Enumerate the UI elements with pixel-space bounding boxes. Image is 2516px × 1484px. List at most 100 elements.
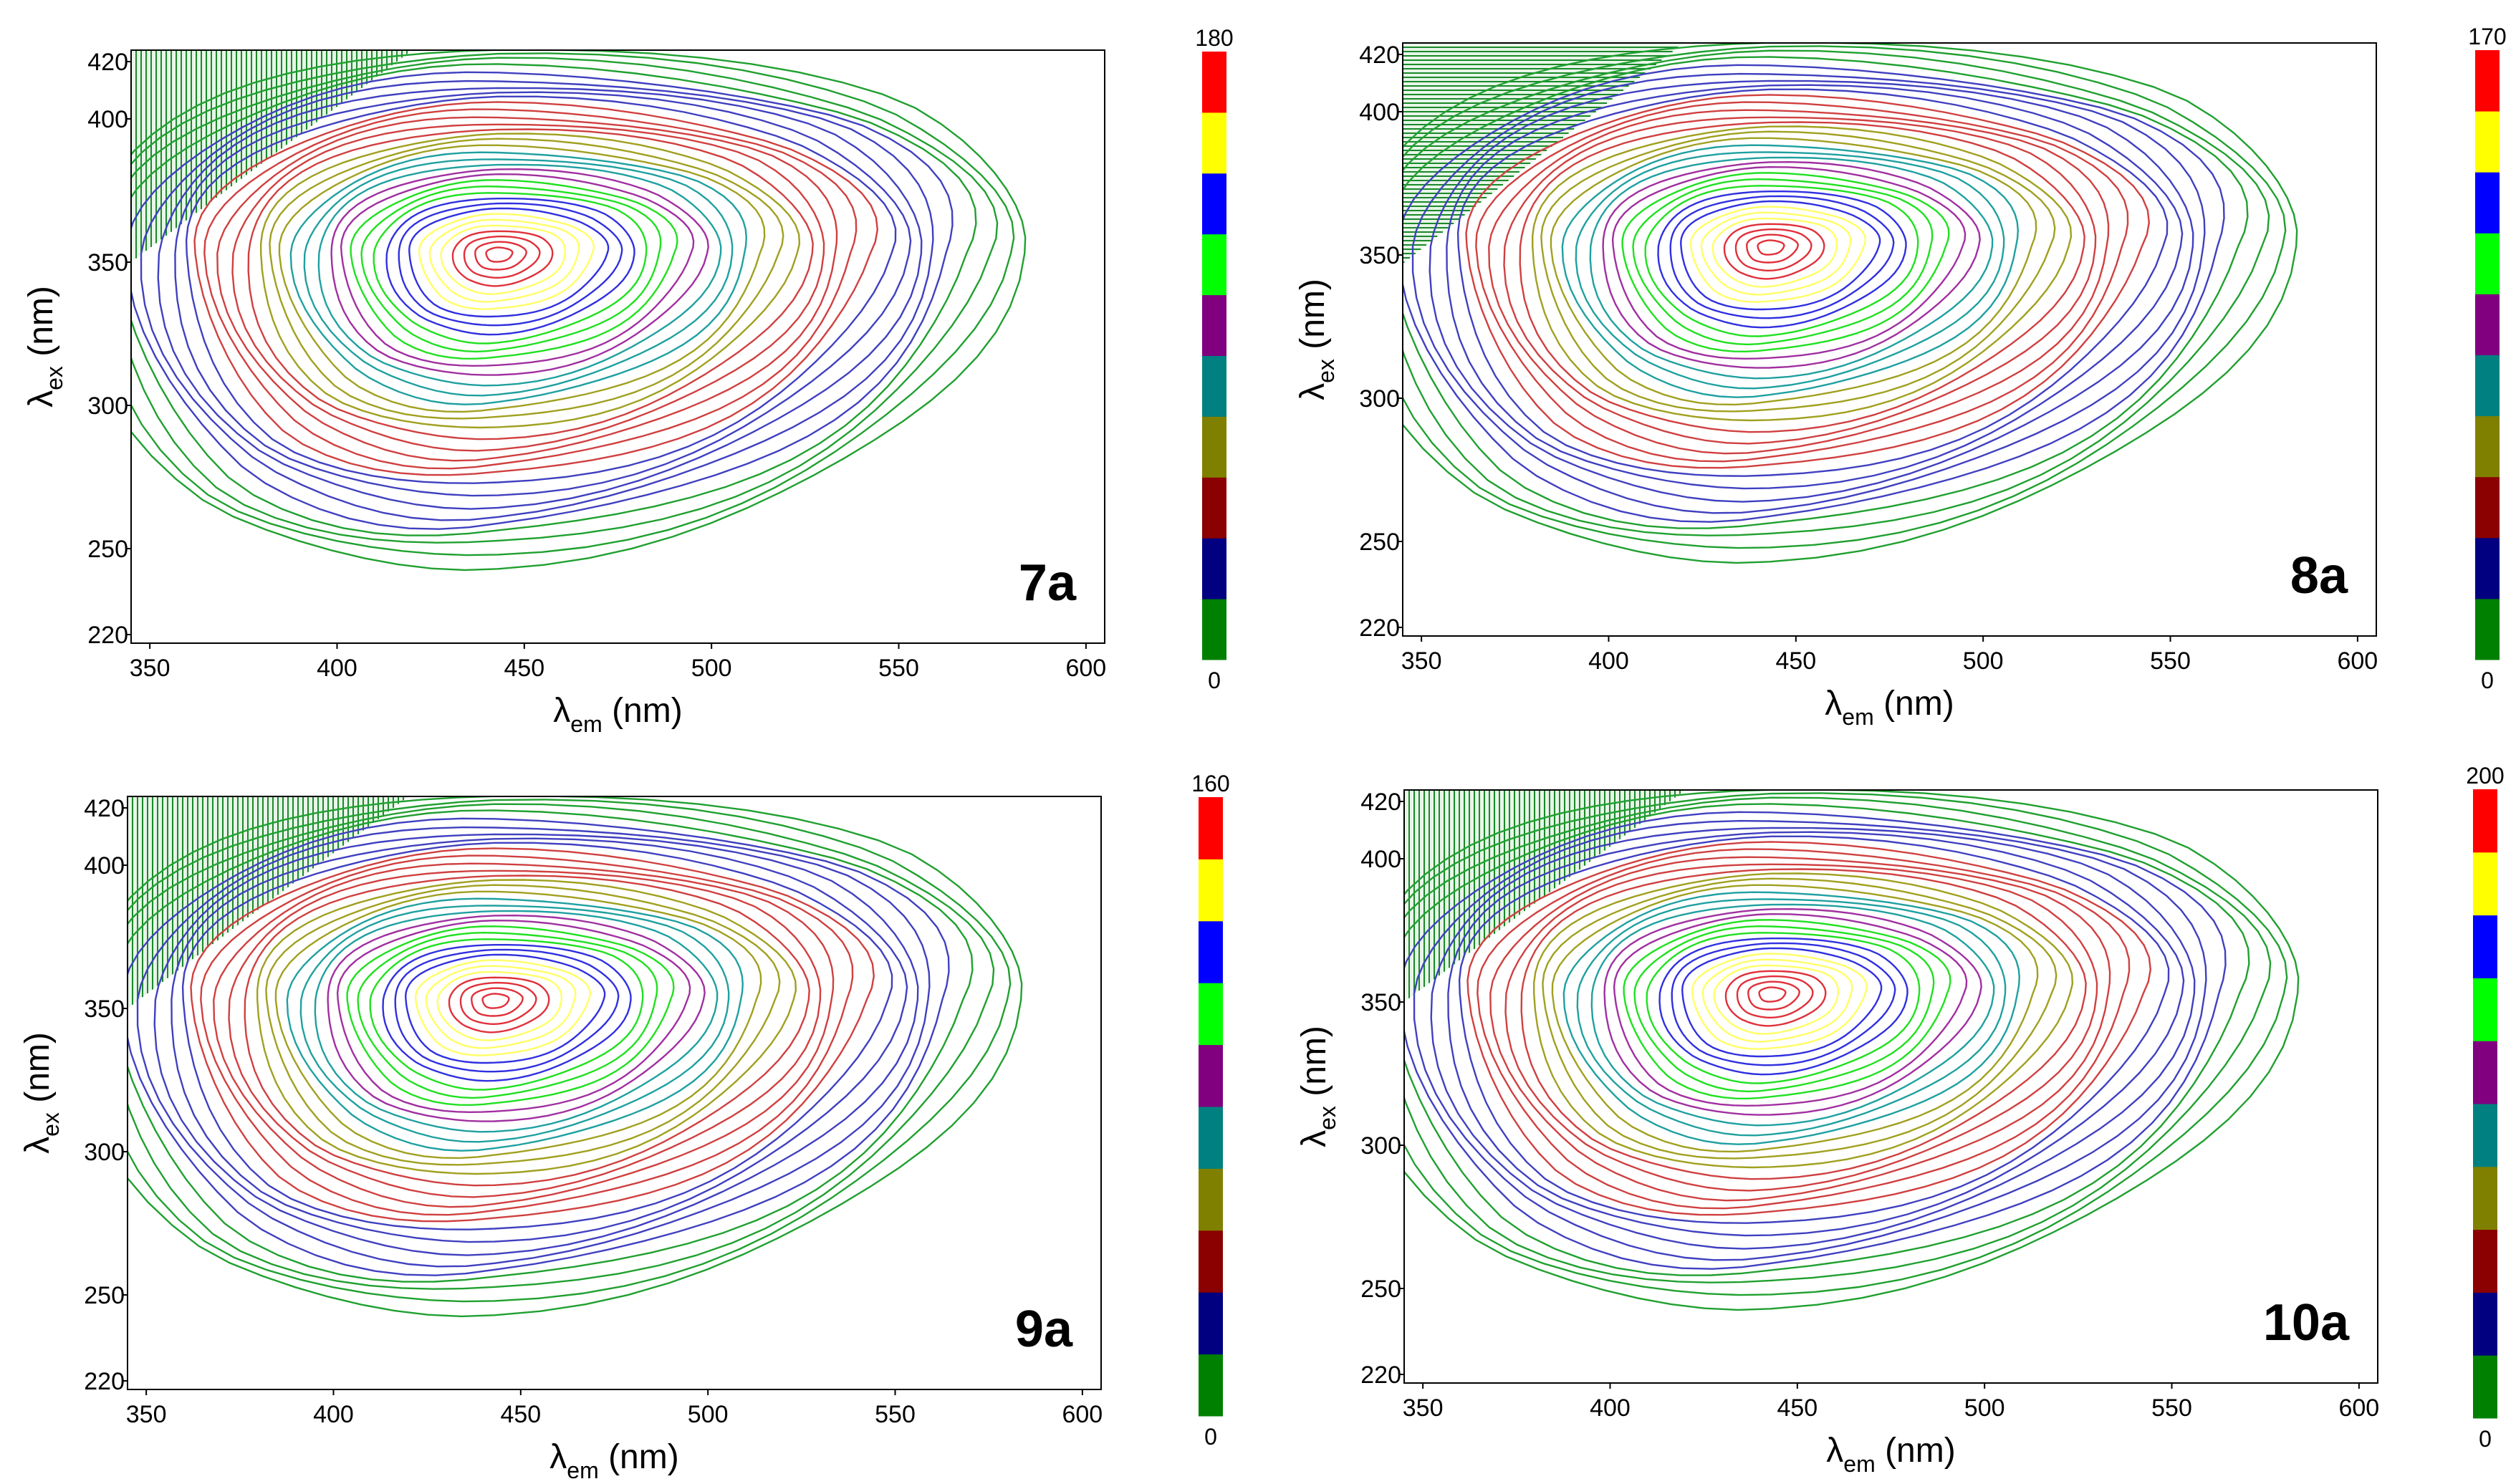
x-tick-label: 450 — [504, 655, 544, 682]
contour-line — [1633, 925, 1935, 1093]
colorbar-segment — [1199, 1354, 1223, 1417]
contour-line — [299, 905, 730, 1143]
contour-line — [1669, 195, 1895, 319]
colorbar-max-label: 170 — [2468, 24, 2506, 49]
contour-line — [382, 944, 632, 1082]
contour-line — [336, 919, 691, 1114]
panel-7a: 350 400 450 500 550 600 220 250 300 350 400 420 λem … — [22, 25, 1234, 737]
colorbar-segment — [2475, 50, 2500, 112]
plot-area — [1404, 790, 2300, 1311]
y-tick-label: 350 — [1360, 989, 1401, 1016]
y-tick-label: 220 — [87, 622, 128, 649]
contour-line — [1757, 239, 1785, 256]
contour-line — [1403, 64, 2225, 523]
contour-line — [1734, 228, 1812, 271]
contour-line — [1671, 942, 1896, 1066]
colorbar-segment — [2475, 172, 2500, 233]
x-tick-label: 550 — [2151, 1394, 2192, 1422]
y-tick-label: 300 — [84, 1139, 125, 1166]
contour-line — [1646, 932, 1921, 1084]
contour-line — [244, 874, 810, 1187]
colorbar-segment — [2473, 852, 2497, 916]
panel-label: 8a — [2290, 547, 2348, 604]
colorbar-segment — [2475, 294, 2500, 355]
contour-line — [1562, 891, 2021, 1145]
contour-line — [128, 796, 1023, 1318]
colorbar-segment — [2475, 355, 2500, 417]
contour-line — [418, 213, 595, 310]
colorbar-segment — [1199, 920, 1223, 983]
contour-line — [193, 101, 879, 476]
x-tick-label: 450 — [1775, 647, 1816, 675]
contour-line — [1403, 43, 2298, 564]
scatter-band — [1403, 43, 1684, 264]
contour-line — [1644, 185, 1919, 337]
panel-label: 9a — [1015, 1301, 1073, 1358]
contour-line — [485, 246, 514, 263]
colorbar-segment — [1202, 52, 1226, 113]
contour-line — [1458, 835, 2170, 1224]
colorbar-segment — [1202, 173, 1226, 235]
plot-frame — [127, 796, 1102, 1390]
y-tick-label: 250 — [1359, 529, 1400, 556]
contour-line — [1430, 827, 2196, 1250]
colorbar-segment — [2473, 1104, 2497, 1167]
colorbar-segment — [1202, 599, 1226, 660]
colorbar-segment — [2473, 1355, 2497, 1419]
panel-label: 10a — [2263, 1294, 2350, 1352]
contour-line — [314, 910, 719, 1133]
colorbar-segment — [2475, 415, 2500, 478]
colorbar-segment — [2475, 233, 2500, 294]
colorbar-segment — [1202, 233, 1226, 296]
contour-line — [1533, 872, 2074, 1169]
panel-8a: 350 400 450 500 550 600 220 250 300 350 400 420 λem … — [1294, 24, 2507, 730]
contour-line — [136, 826, 931, 1268]
contour-line — [200, 854, 854, 1216]
y-tick-label: 300 — [1360, 1132, 1401, 1160]
colorbar-segment — [1202, 294, 1226, 356]
contour-line — [436, 970, 563, 1041]
y-tick-label: 400 — [1360, 846, 1401, 873]
x-tick-label: 600 — [1065, 655, 1106, 682]
contour-line — [1747, 980, 1800, 1011]
contour-line — [1658, 938, 1908, 1076]
contour-line — [350, 179, 678, 360]
y-tick-label: 420 — [84, 795, 125, 822]
x-tick-label: 550 — [2150, 647, 2191, 675]
colorbar-segment — [1202, 538, 1226, 599]
contour-line — [1404, 796, 2272, 1283]
y-tick-label: 420 — [87, 49, 128, 76]
colorbar-segment — [1202, 416, 1226, 478]
contour-line — [373, 192, 648, 344]
contour-line — [1550, 137, 2037, 406]
x-tick-label: 400 — [313, 1401, 354, 1428]
colorbar-segment — [1199, 1044, 1223, 1107]
contour-line — [1561, 144, 2020, 398]
contour-lines — [1404, 790, 2300, 1311]
x-tick-label: 500 — [1963, 647, 2004, 675]
colorbar-segment — [2475, 537, 2500, 599]
contour-line — [131, 63, 977, 536]
contour-line — [256, 879, 797, 1175]
x-tick-label: 450 — [1777, 1394, 1818, 1422]
contour-line — [131, 50, 1027, 572]
x-tick-label: 350 — [1403, 1394, 1444, 1422]
contour-line — [128, 809, 974, 1283]
x-tick-label: 500 — [1964, 1394, 2005, 1422]
x-tick-label: 500 — [688, 1401, 729, 1428]
contour-line — [171, 837, 908, 1243]
contour-line — [425, 965, 577, 1049]
x-tick-label: 400 — [1588, 647, 1629, 675]
contour-line — [1590, 903, 1995, 1127]
contour-line — [414, 959, 592, 1056]
y-tick-label: 220 — [1360, 1362, 1401, 1389]
contour-line — [1404, 792, 2288, 1296]
contour-line — [394, 948, 620, 1073]
contour-line — [190, 847, 875, 1223]
plot-area — [1403, 43, 2298, 564]
contour-line — [1701, 958, 1853, 1043]
contour-line — [1689, 206, 1867, 303]
contour-line — [369, 938, 644, 1091]
contour-line — [1403, 56, 2249, 529]
contour-line — [1723, 223, 1825, 280]
